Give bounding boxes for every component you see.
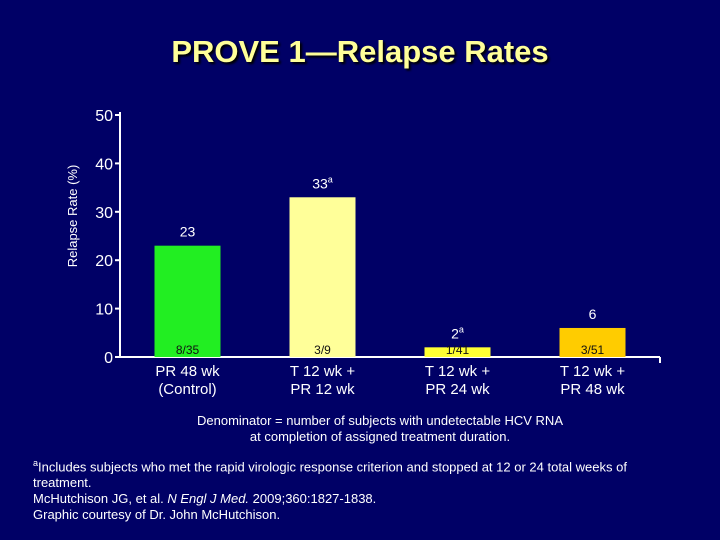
y-axis-title: Relapse Rate (%)	[65, 165, 80, 268]
x-category-label: PR 48 wk	[560, 381, 625, 398]
x-category-label: (Control)	[158, 381, 216, 398]
bar-value-label: 23	[180, 224, 196, 240]
x-category-label: PR 12 wk	[290, 381, 355, 398]
bar-fraction-label: 3/9	[314, 343, 331, 357]
y-tick-label: 10	[95, 302, 113, 319]
citation: McHutchison JG, et al. N Engl J Med. 200…	[33, 491, 673, 507]
x-category-label: PR 24 wk	[425, 381, 490, 398]
citation-details: 2009;360:1827-1838.	[249, 491, 377, 507]
denominator-note-line-1: Denominator = number of subjects with un…	[197, 413, 563, 428]
x-category-label: PR 48 wk	[155, 363, 220, 380]
bar-fraction-label: 3/51	[581, 343, 605, 357]
x-category-label: T 12 wk +	[560, 363, 625, 380]
y-tick-label: 40	[95, 156, 113, 173]
citation-journal: N Engl J Med.	[167, 491, 250, 507]
bar-fraction-label: 8/35	[176, 343, 200, 357]
y-tick-label: 0	[104, 350, 113, 367]
graphic-courtesy: Graphic courtesy of Dr. John McHutchison…	[33, 507, 281, 523]
bar	[289, 197, 356, 357]
x-category-label: T 12 wk +	[425, 363, 490, 380]
denominator-note-line-2: at completion of assigned treatment dura…	[249, 429, 511, 444]
bar	[154, 245, 221, 357]
citation-authors: McHutchison JG, et al.	[33, 491, 168, 507]
bar-value-label: 33a	[312, 174, 333, 191]
y-tick-label: 20	[95, 253, 113, 270]
y-tick-label: 30	[95, 205, 113, 222]
footnote-marker: a	[33, 458, 39, 468]
footnote-a: aIncludes subjects who met the rapid vir…	[33, 455, 673, 491]
x-category-label: T 12 wk +	[290, 363, 355, 380]
bar-value-label: 6	[589, 306, 597, 322]
bar-fraction-label: 1/41	[446, 343, 470, 357]
relapse-rate-bar-chart: 0 10 20 30 40 50 Relapse Rate (%) 23 8/35 PR 48 w…	[65, 108, 661, 398]
denominator-note: Denominator = number of subjects with un…	[150, 413, 610, 445]
bar	[424, 347, 491, 357]
y-tick-label: 50	[95, 108, 113, 125]
footnotes: aIncludes subjects who met the rapid vir…	[33, 455, 673, 523]
footnote-text: Includes subjects who met the rapid viro…	[33, 459, 627, 491]
bar-value-label: 2a	[451, 324, 464, 341]
slide-title: PROVE 1—Relapse Rates	[171, 34, 549, 69]
bar	[559, 327, 626, 357]
